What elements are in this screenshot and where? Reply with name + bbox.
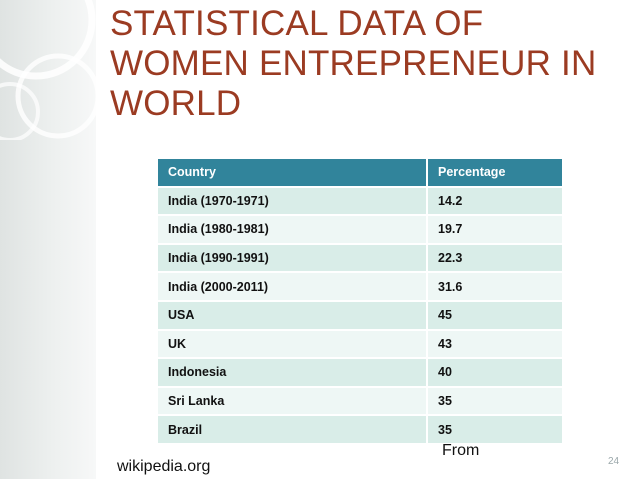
table-row: India (2000-2011) 31.6	[156, 271, 564, 302]
cell-percentage: 22.3	[426, 242, 564, 274]
statistics-table: Country Percentage India (1970-1971) 14.…	[156, 157, 564, 445]
table-row: India (1980-1981) 19.7	[156, 214, 564, 245]
header-percentage: Percentage	[426, 157, 564, 188]
cell-percentage: 14.2	[426, 185, 564, 217]
cell-percentage: 35	[426, 385, 564, 417]
source-from-text: From	[442, 442, 480, 459]
slide-title: STATISTICAL DATA OF WOMEN ENTREPRENEUR I…	[110, 4, 597, 123]
table-row: Sri Lanka 35	[156, 385, 564, 417]
cell-percentage: 45	[426, 299, 564, 331]
table-row: Indonesia 40	[156, 357, 564, 388]
decorative-side-band	[0, 0, 96, 479]
cell-country: USA	[156, 299, 428, 331]
table-header-row: Country Percentage	[156, 157, 564, 188]
source-site-text: wikipedia.org	[117, 458, 211, 475]
cell-percentage: 31.6	[426, 271, 564, 302]
cell-country: India (2000-2011)	[156, 271, 428, 302]
cell-percentage: 35	[426, 414, 564, 445]
cell-percentage: 40	[426, 357, 564, 388]
table-row: India (1990-1991) 22.3	[156, 242, 564, 274]
cell-country: India (1980-1981)	[156, 214, 428, 245]
table-row: USA 45	[156, 299, 564, 331]
table-row: India (1970-1971) 14.2	[156, 185, 564, 217]
cell-country: Brazil	[156, 414, 428, 445]
header-country: Country	[156, 157, 428, 188]
cell-country: India (1990-1991)	[156, 242, 428, 274]
page-number: 24	[608, 456, 620, 467]
decorative-circles-graphic	[0, 0, 101, 140]
cell-country: Indonesia	[156, 357, 428, 388]
cell-percentage: 19.7	[426, 214, 564, 245]
cell-percentage: 43	[426, 328, 564, 360]
cell-country: UK	[156, 328, 428, 360]
table-row: Brazil 35	[156, 414, 564, 445]
cell-country: Sri Lanka	[156, 385, 428, 417]
table-row: UK 43	[156, 328, 564, 360]
cell-country: India (1970-1971)	[156, 185, 428, 217]
